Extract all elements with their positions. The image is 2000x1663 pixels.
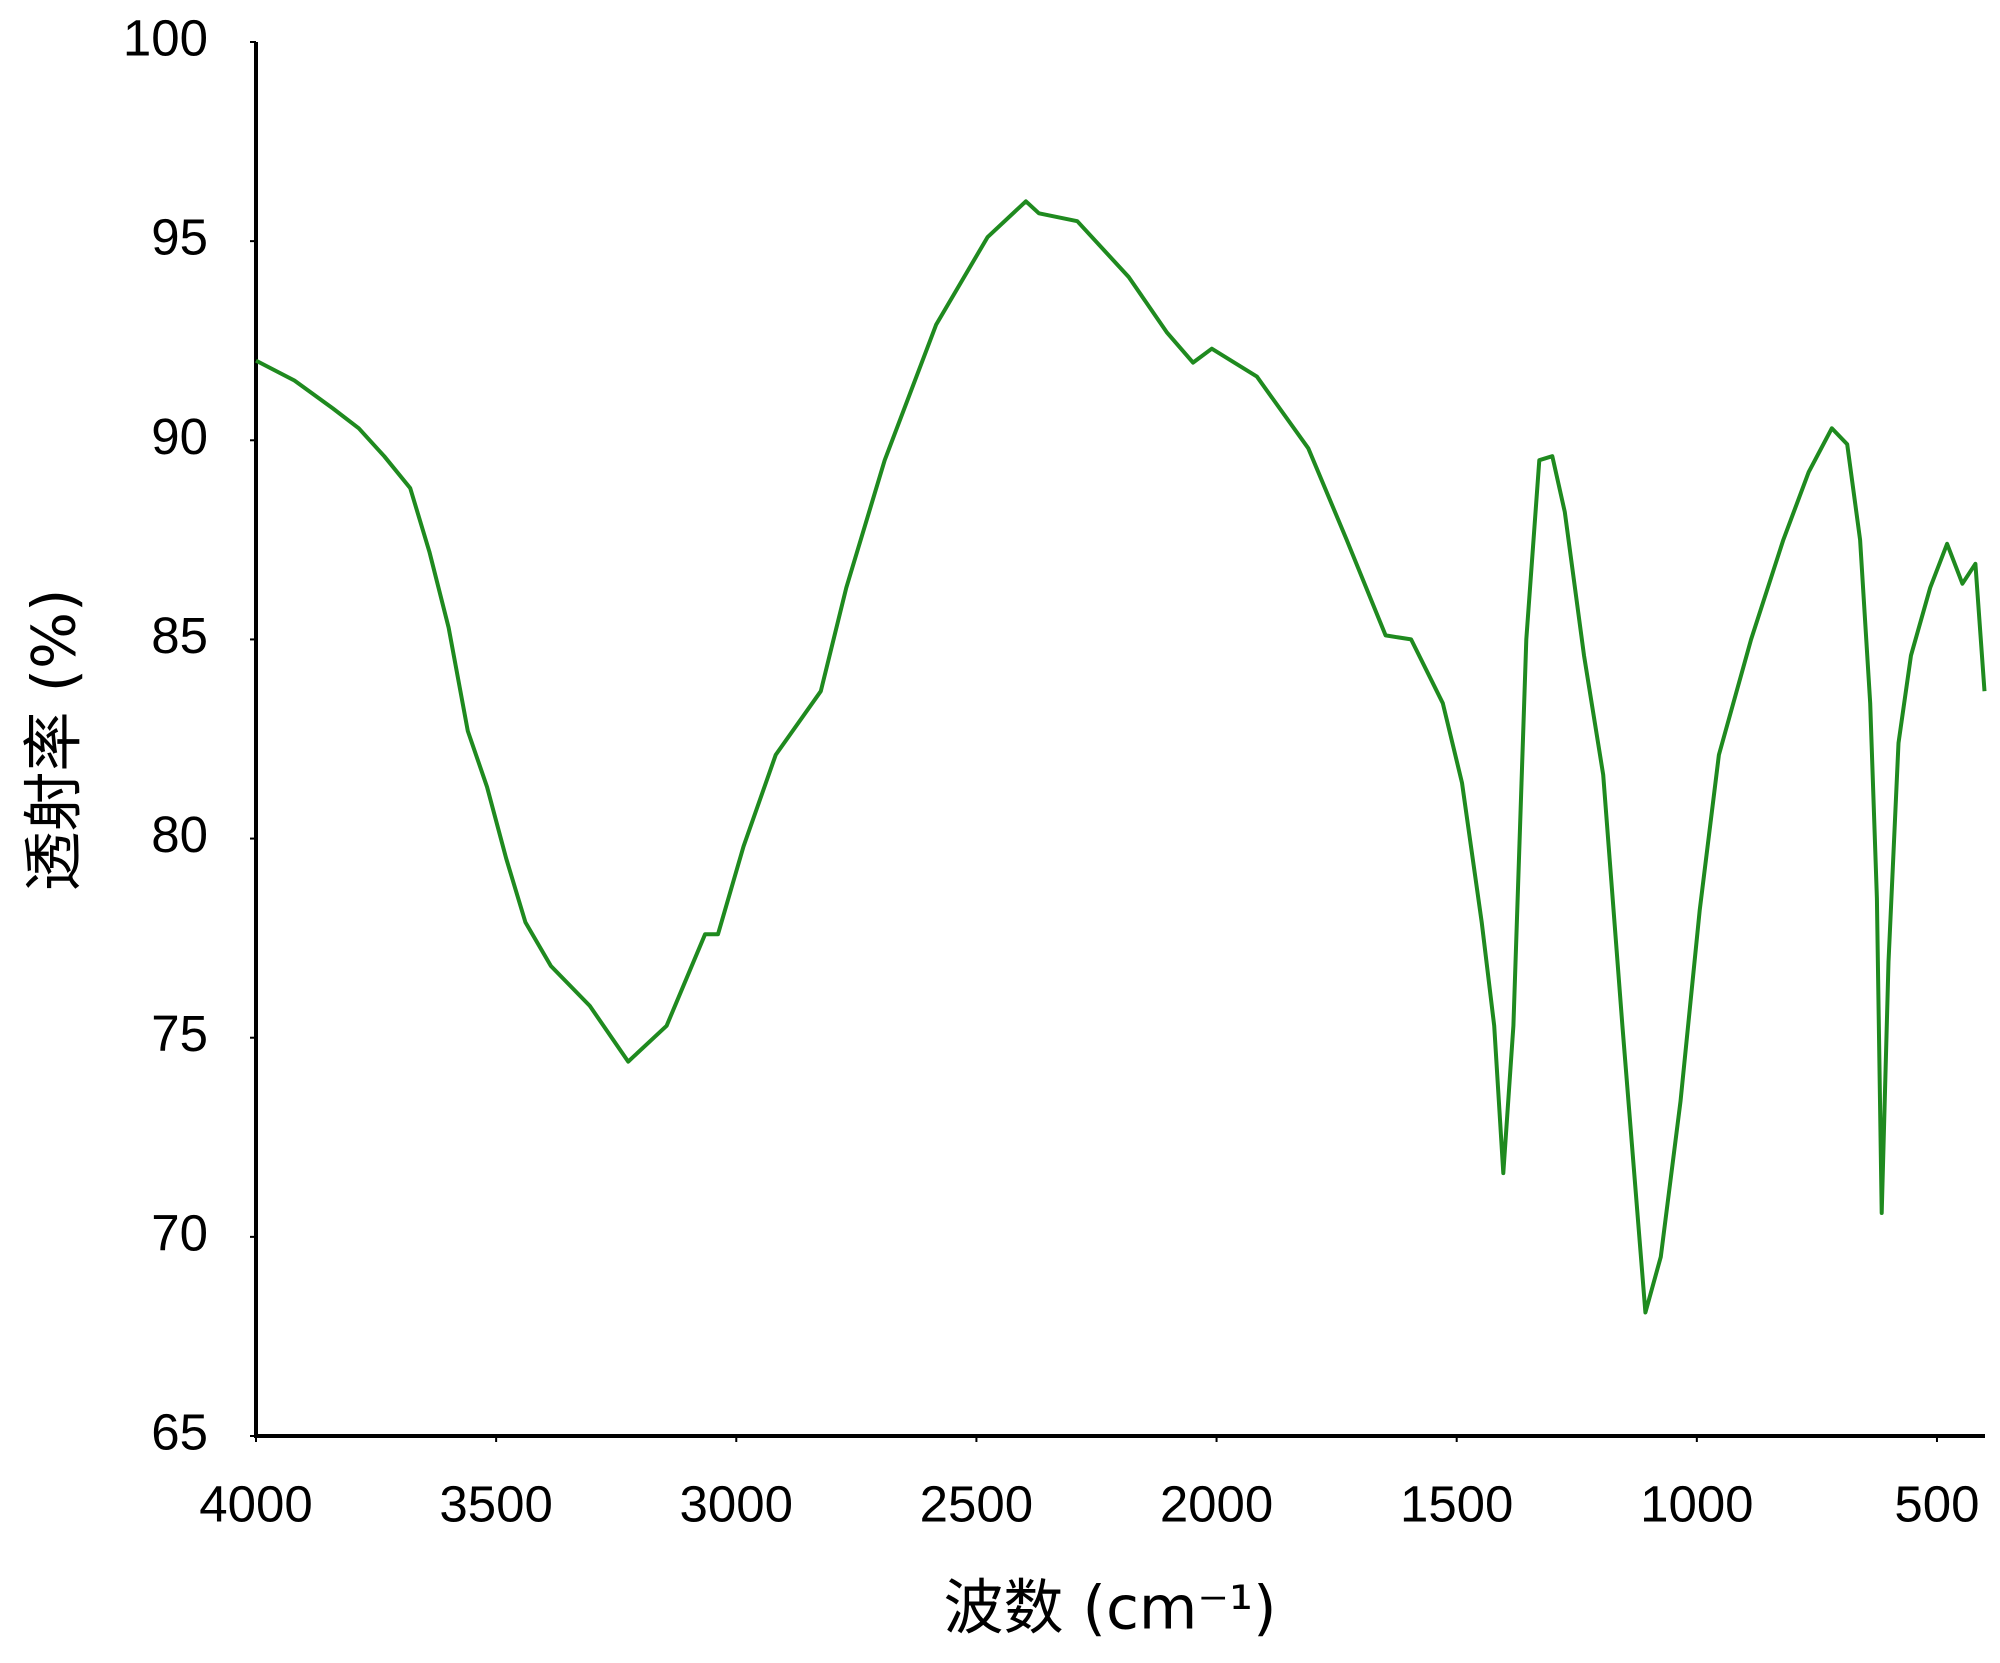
y-tick-label: 80 <box>151 806 208 863</box>
y-tick-label: 65 <box>151 1403 208 1460</box>
x-tick-label: 3000 <box>680 1475 793 1532</box>
y-tick-label: 100 <box>123 9 208 66</box>
x-tick-label: 500 <box>1894 1475 1979 1532</box>
y-tick-label: 75 <box>151 1005 208 1062</box>
spectrum-line <box>255 199 1987 1315</box>
y-tick-label: 90 <box>151 408 208 465</box>
y-axis-title: 透射率 (%) <box>20 589 90 892</box>
y-tick-label: 70 <box>151 1204 208 1261</box>
y-tick-label: 95 <box>151 209 208 266</box>
x-tick-label: 4000 <box>199 1475 312 1532</box>
x-tick-label: 2500 <box>920 1475 1033 1532</box>
y-tick-label: 85 <box>151 607 208 664</box>
x-tick-label: 3500 <box>439 1475 552 1532</box>
x-tick-label: 1000 <box>1640 1475 1753 1532</box>
x-tick-label: 1500 <box>1400 1475 1513 1532</box>
x-tick-label: 2000 <box>1160 1475 1273 1532</box>
x-axis-title: 波数 (cm⁻¹) <box>943 1574 1276 1644</box>
